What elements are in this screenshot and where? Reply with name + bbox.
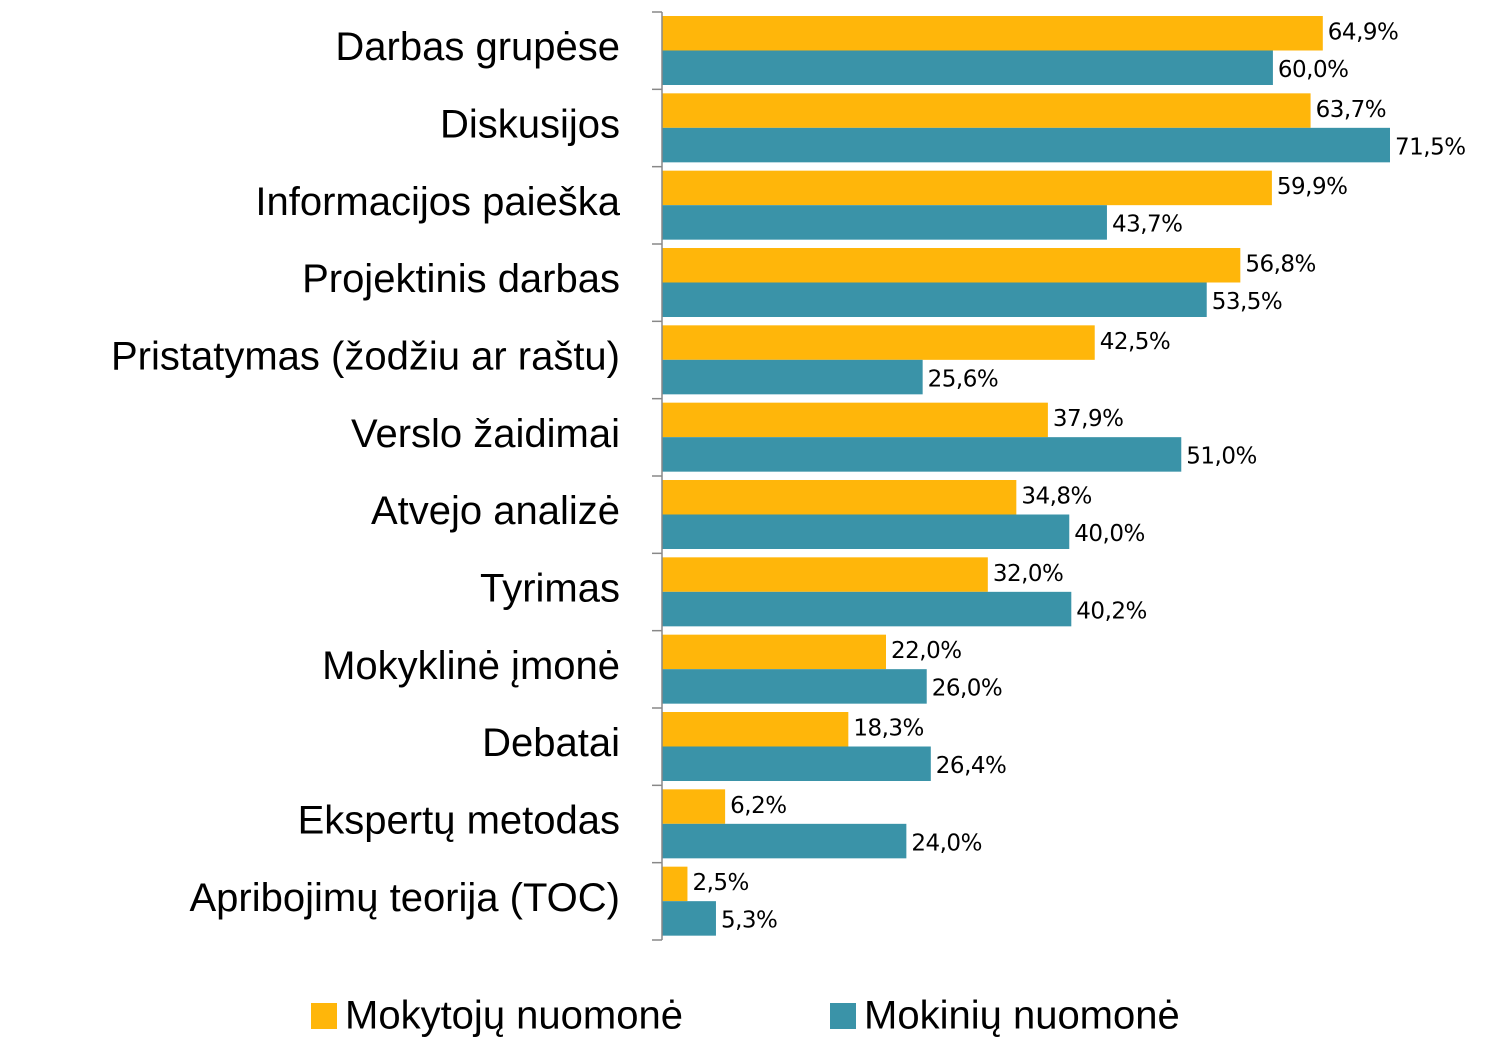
bar xyxy=(662,591,1072,627)
bar xyxy=(662,93,1311,128)
bar xyxy=(662,170,1272,206)
value-label: 63,7% xyxy=(1316,97,1387,123)
bar xyxy=(662,325,1095,360)
category-label: Pristatymas (žodžiu ar raštu) xyxy=(111,335,620,379)
value-label: 34,8% xyxy=(1021,484,1092,510)
bar xyxy=(662,282,1207,317)
value-label: 42,5% xyxy=(1100,329,1171,355)
legend-swatch xyxy=(830,1003,856,1029)
bar xyxy=(662,50,1273,85)
value-label: 71,5% xyxy=(1395,134,1466,160)
bar xyxy=(662,16,1323,51)
value-label: 64,9% xyxy=(1328,20,1399,46)
category-label: Informacijos paieška xyxy=(255,180,620,224)
bar xyxy=(662,866,688,902)
bar xyxy=(662,514,1070,549)
value-label: 2,5% xyxy=(692,870,748,896)
bar xyxy=(662,402,1048,438)
bar xyxy=(662,359,923,395)
bar xyxy=(662,557,988,592)
bar xyxy=(662,480,1017,515)
bar xyxy=(662,823,907,859)
category-label: Apribojimų teorija (TOC) xyxy=(190,876,621,920)
bar xyxy=(662,437,1182,472)
value-label: 5,3% xyxy=(721,908,777,934)
bar xyxy=(662,205,1107,240)
legend-swatch xyxy=(311,1003,337,1029)
category-label: Projektinis darbas xyxy=(302,257,620,301)
category-label: Atvejo analizė xyxy=(371,489,620,533)
bar xyxy=(662,127,1390,163)
value-label: 6,2% xyxy=(730,793,786,819)
category-label: Verslo žaidimai xyxy=(351,412,620,456)
value-label: 18,3% xyxy=(853,716,924,742)
value-label: 26,0% xyxy=(932,676,1003,702)
legend-label: Mokinių nuomonė xyxy=(864,994,1180,1038)
value-label: 32,0% xyxy=(993,561,1064,587)
value-label: 40,0% xyxy=(1074,521,1145,547)
value-label: 59,9% xyxy=(1277,174,1348,200)
category-label: Tyrimas xyxy=(480,567,620,611)
value-label: 25,6% xyxy=(928,366,999,392)
value-label: 22,0% xyxy=(891,638,962,664)
value-label: 53,5% xyxy=(1212,289,1283,315)
value-label: 56,8% xyxy=(1245,252,1316,278)
category-label: Mokyklinė įmonė xyxy=(322,644,620,688)
value-label: 40,2% xyxy=(1076,598,1147,624)
bar xyxy=(662,746,931,781)
bar xyxy=(662,901,716,936)
category-label: Diskusijos xyxy=(440,103,620,147)
category-label: Debatai xyxy=(482,721,620,765)
bar xyxy=(662,634,886,670)
bar xyxy=(662,669,927,704)
value-label: 60,0% xyxy=(1278,57,1349,83)
bar xyxy=(662,789,726,824)
legend-label: Mokytojų nuomonė xyxy=(345,994,683,1038)
bar xyxy=(662,712,849,747)
value-label: 37,9% xyxy=(1053,406,1124,432)
value-label: 24,0% xyxy=(911,830,982,856)
category-label: Darbas grupėse xyxy=(335,25,620,69)
value-label: 43,7% xyxy=(1112,212,1183,238)
value-label: 26,4% xyxy=(936,753,1007,779)
bar xyxy=(662,248,1241,283)
value-label: 51,0% xyxy=(1186,444,1257,470)
category-label: Ekspertų metodas xyxy=(298,799,620,843)
